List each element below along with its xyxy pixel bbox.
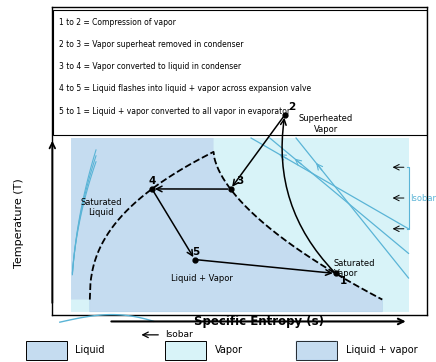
Bar: [26, 341, 67, 360]
Bar: [296, 341, 337, 360]
Text: 3 to 4 = Vapor converted to liquid in condenser: 3 to 4 = Vapor converted to liquid in co…: [59, 62, 241, 71]
Bar: [296, 341, 337, 360]
Text: 3: 3: [236, 176, 243, 186]
Bar: [165, 341, 206, 360]
Text: Saturated
Vapor: Saturated Vapor: [334, 259, 375, 278]
Text: 1: 1: [339, 276, 347, 286]
Text: Saturated
Liquid: Saturated Liquid: [80, 198, 122, 217]
Text: 5: 5: [192, 247, 199, 257]
Text: Liquid + vapor: Liquid + vapor: [346, 345, 417, 355]
Bar: [71, 138, 409, 312]
Text: Isobars: Isobars: [410, 194, 436, 202]
Polygon shape: [90, 152, 382, 312]
Text: 2: 2: [289, 102, 296, 112]
Text: Temperature (T): Temperature (T): [14, 178, 24, 268]
Text: 4: 4: [149, 176, 157, 186]
Text: 2 to 3 = Vapor superheat removed in condenser: 2 to 3 = Vapor superheat removed in cond…: [59, 40, 244, 49]
Text: 4 to 5 = Liquid flashes into liquid + vapor across expansion valve: 4 to 5 = Liquid flashes into liquid + va…: [59, 84, 311, 93]
Text: Vapor: Vapor: [215, 345, 242, 355]
Text: Liquid: Liquid: [75, 345, 105, 355]
Text: 5 to 1 = Liquid + vapor converted to all vapor in evaporator: 5 to 1 = Liquid + vapor converted to all…: [59, 107, 290, 115]
Text: Specific Entropy (s): Specific Entropy (s): [194, 315, 324, 328]
Text: Liquid + Vapor: Liquid + Vapor: [171, 274, 233, 282]
Bar: [53, 10, 426, 135]
Polygon shape: [71, 138, 214, 300]
Text: Isobar: Isobar: [165, 331, 193, 339]
Text: 1 to 2 = Compression of vapor: 1 to 2 = Compression of vapor: [59, 18, 176, 27]
Text: Superheated
Vapor: Superheated Vapor: [299, 114, 353, 134]
